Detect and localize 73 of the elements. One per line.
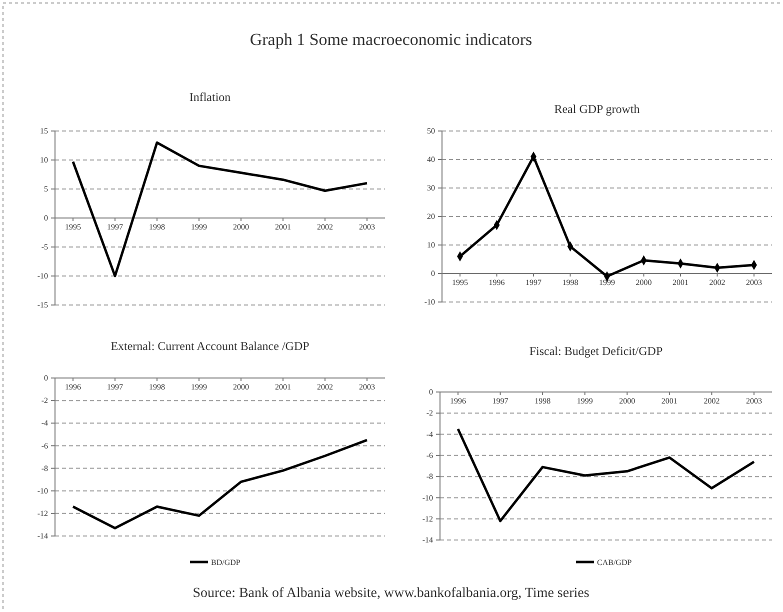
y-tick-label: -10 <box>422 493 433 502</box>
y-tick-label: -12 <box>37 508 48 518</box>
y-tick-label: -2 <box>41 396 48 406</box>
x-tick-label: 1997 <box>526 278 542 288</box>
y-tick-label: -5 <box>41 242 48 252</box>
x-tick-label: 2000 <box>636 278 652 288</box>
y-tick-label: 0 <box>44 214 48 223</box>
x-tick-label: 2000 <box>619 396 636 406</box>
y-tick-label: 0 <box>44 374 48 383</box>
chart-title: Real GDP growth <box>554 102 640 116</box>
x-tick-label: 2003 <box>746 396 762 406</box>
y-tick-label: -8 <box>426 472 433 482</box>
x-tick-label: 2002 <box>317 222 333 232</box>
y-tick-label: 10 <box>40 156 48 165</box>
x-tick-label: 1997 <box>492 396 508 406</box>
x-tick-label: 2003 <box>746 278 762 288</box>
x-tick-label: 1997 <box>107 222 123 232</box>
legend-label: BD/GDP <box>211 558 241 567</box>
y-tick-label: -8 <box>41 464 48 473</box>
y-tick-label: -10 <box>424 298 435 307</box>
x-tick-label: 2000 <box>233 382 249 392</box>
x-tick-label: 1997 <box>107 382 123 392</box>
x-tick-label: 2001 <box>661 396 678 406</box>
x-tick-label: 2001 <box>275 222 291 232</box>
x-tick-label: 1998 <box>562 278 578 288</box>
x-tick-label: 1999 <box>576 396 593 406</box>
y-tick-label: 20 <box>427 212 435 222</box>
line-series <box>72 438 368 530</box>
y-tick-label: 5 <box>44 184 48 194</box>
y-tick-label: -15 <box>37 300 48 310</box>
x-tick-label: 2001 <box>672 278 688 288</box>
y-tick-label: -2 <box>426 408 433 418</box>
y-tick-label: -10 <box>37 486 48 496</box>
y-tick-label: -6 <box>426 450 433 460</box>
x-tick-label: 1996 <box>488 278 505 288</box>
y-tick-label: 0 <box>429 388 433 397</box>
legend-label: CAB/GDP <box>597 558 632 567</box>
x-tick-label: 1998 <box>534 396 551 406</box>
x-tick-label: 1998 <box>149 382 165 392</box>
x-tick-label: 2002 <box>317 382 333 392</box>
x-tick-label: 1995 <box>452 278 468 288</box>
caption: Graph 1 Some macroeconomic indicators <box>250 30 532 49</box>
y-tick-label: -4 <box>426 430 433 439</box>
x-tick-label: 2001 <box>275 382 291 392</box>
y-tick-label: -4 <box>41 418 48 428</box>
x-tick-label: 1999 <box>599 278 615 288</box>
y-tick-label: -14 <box>37 532 48 541</box>
x-tick-label: 1999 <box>191 382 207 392</box>
x-tick-label: 2002 <box>709 278 726 288</box>
y-tick-label: 0 <box>431 269 435 278</box>
y-tick-label: -10 <box>37 272 48 281</box>
x-tick-label: 1996 <box>65 382 81 392</box>
x-tick-label: 2003 <box>359 382 375 392</box>
source-note: Source: Bank of Albania website, www.bankofalbania.org, Time series <box>192 586 590 601</box>
y-tick-label: 50 <box>427 126 435 136</box>
y-tick-label: 40 <box>427 155 435 164</box>
x-tick-label: 1998 <box>149 222 165 232</box>
y-tick-label: -12 <box>422 514 433 524</box>
x-tick-label: 2000 <box>233 222 249 232</box>
x-tick-label: 2003 <box>359 222 375 232</box>
x-tick-label: 1999 <box>191 222 207 232</box>
chart-title: Inflation <box>189 90 231 104</box>
y-tick-label: 30 <box>427 184 435 193</box>
x-tick-label: 1996 <box>450 396 466 406</box>
y-tick-label: 10 <box>427 240 435 250</box>
y-tick-label: 15 <box>40 126 48 136</box>
y-tick-label: -6 <box>41 441 48 450</box>
x-tick-label: 2002 <box>704 396 720 406</box>
line-series <box>456 428 756 522</box>
chart-title: External: Current Account Balance /GDP <box>110 339 310 353</box>
y-tick-label: -14 <box>422 536 433 545</box>
chart-title: Fiscal: Budget Deficit/GDP <box>529 344 663 358</box>
x-tick-label: 1995 <box>65 222 81 232</box>
